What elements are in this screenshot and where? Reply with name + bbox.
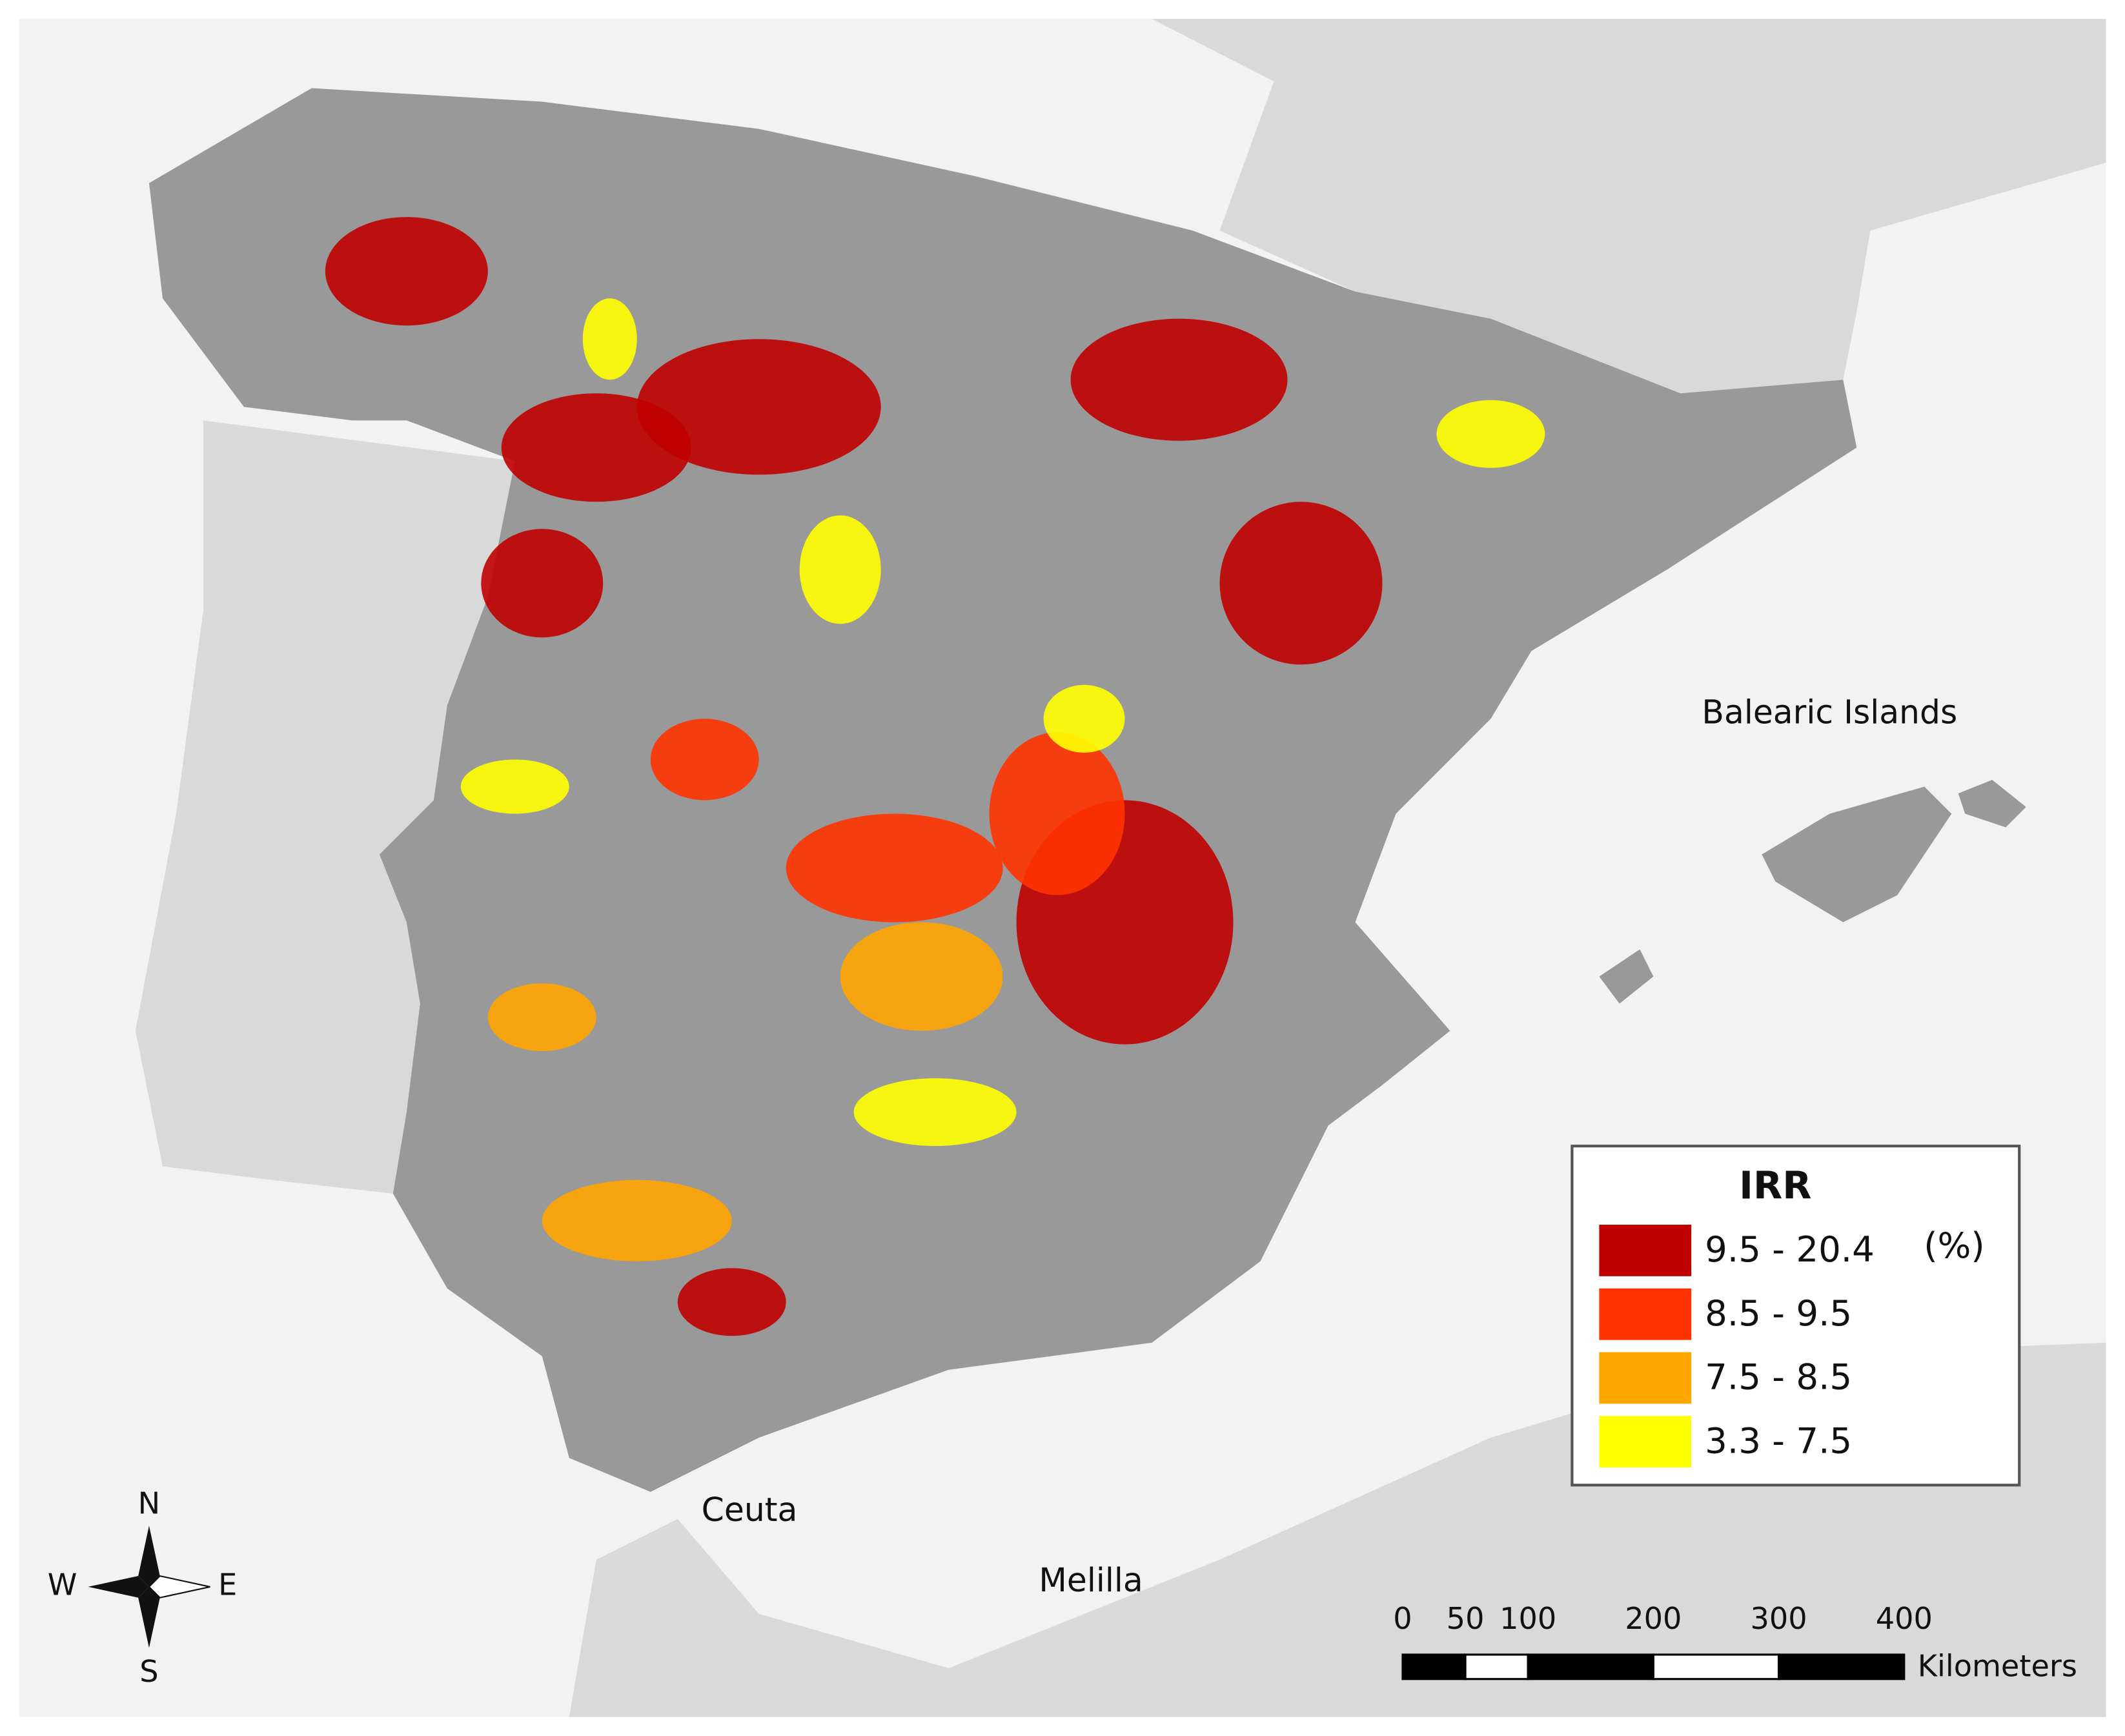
legend-label: 7.5 - 8.5 (1705, 1356, 1852, 1398)
irr-patch (481, 529, 604, 638)
irr-patch (325, 217, 488, 326)
irr-patch (460, 759, 569, 814)
france (1152, 19, 2106, 394)
portugal (135, 420, 515, 1194)
scale-segment (1401, 1653, 1467, 1680)
compass-arrow (138, 1526, 160, 1587)
legend-title: IRR (1739, 1163, 1811, 1207)
place-label: Balearic Islands (1702, 693, 1957, 731)
place-label: Ceuta (702, 1491, 798, 1529)
scale-tick-label: 100 (1500, 1601, 1556, 1636)
compass-arrow (148, 1575, 210, 1598)
irr-patch (487, 983, 596, 1052)
irr-patch (799, 515, 881, 624)
scale-tick-label: 300 (1751, 1601, 1807, 1636)
legend-swatch (1599, 1288, 1692, 1340)
irr-patches (325, 217, 1545, 1336)
menorca (1958, 779, 2026, 828)
scale-unit: Kilometers (1918, 1648, 2077, 1683)
irr-patch (786, 813, 1003, 923)
irr-patch (1219, 502, 1383, 665)
scale-segment (1652, 1653, 1780, 1680)
place-label: Melilla (1039, 1561, 1143, 1599)
legend-items: 9.5 - 20.4 8.5 - 9.5 7.5 - 8.5 3.3 - 7.5 (1599, 1225, 1875, 1468)
compass-label: W (48, 1567, 77, 1602)
scale-segment (1464, 1653, 1529, 1680)
ibiza (1599, 949, 1654, 1004)
legend-label: 8.5 - 9.5 (1705, 1292, 1852, 1334)
scale-tick-label: 400 (1876, 1601, 1933, 1636)
irr-patch (853, 1078, 1017, 1147)
legend-label: 3.3 - 7.5 (1705, 1420, 1852, 1461)
scale-segment (1778, 1653, 1906, 1680)
mallorca (1762, 786, 1952, 923)
scale-tick-label: 0 (1393, 1601, 1412, 1636)
irr-patch (542, 1179, 732, 1261)
scale-tick-label: 200 (1625, 1601, 1682, 1636)
legend: IRR (%) 9.5 - 20.4 8.5 - 9.5 7.5 - 8.5 3.3 … (1571, 1145, 2021, 1487)
irr-patch (1043, 684, 1125, 753)
legend-swatch (1599, 1352, 1692, 1404)
compass-label: E (218, 1567, 237, 1602)
irr-patch (582, 298, 637, 380)
irr-patch (1436, 400, 1545, 468)
compass-arrow (88, 1576, 149, 1598)
scale-tick-label: 50 (1447, 1601, 1485, 1636)
irr-patch (989, 732, 1125, 895)
compass: N E S W (48, 1486, 238, 1689)
legend-swatch (1599, 1225, 1692, 1276)
scale-segment (1527, 1653, 1654, 1680)
legend-label: 9.5 - 20.4 (1705, 1229, 1875, 1270)
irr-patch (840, 922, 1003, 1031)
irr-patch (1070, 318, 1288, 441)
legend-unit: (%) (1924, 1225, 1984, 1266)
compass-arrow (138, 1586, 160, 1648)
irr-patch (677, 1268, 786, 1336)
irr-patch (501, 393, 691, 502)
irr-patch (636, 339, 881, 475)
compass-label: N (138, 1486, 161, 1520)
scale-bar: Kilometers 0 50 100 200 300 400 (1393, 1601, 2077, 1684)
legend-swatch (1599, 1416, 1692, 1468)
compass-label: S (139, 1654, 158, 1689)
irr-patch (650, 719, 759, 801)
